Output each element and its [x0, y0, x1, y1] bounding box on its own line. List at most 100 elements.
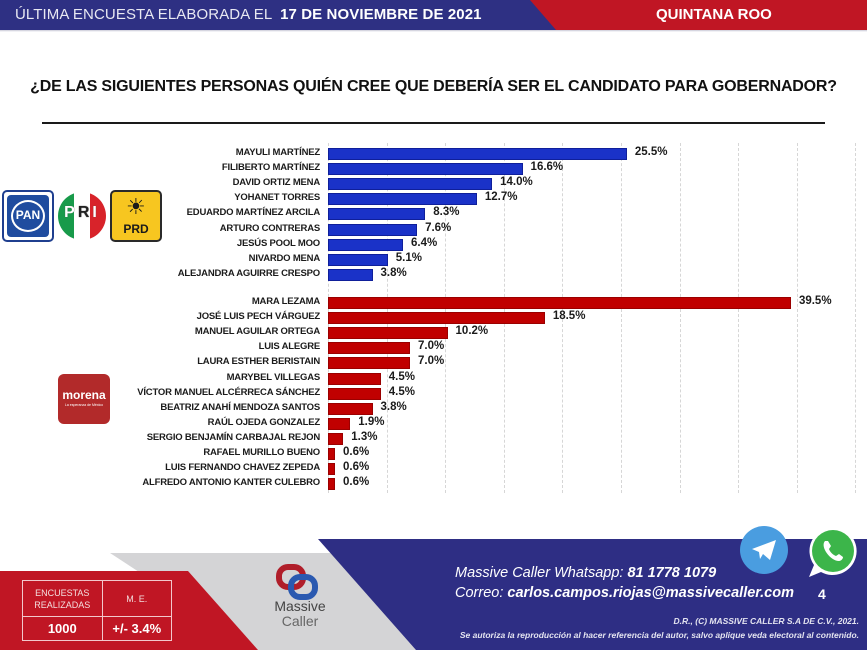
bar	[328, 238, 403, 251]
prd-logo-text: PRD	[123, 222, 149, 236]
bar	[328, 417, 351, 430]
email-contact: Correo: carlos.campos.riojas@massivecall…	[455, 585, 794, 601]
value-label: 8.3%	[433, 206, 460, 219]
alliance-logos: PAN PRI ☀ PRD	[2, 190, 164, 242]
value-label: 0.6%	[343, 446, 370, 458]
prd-logo: ☀ PRD	[110, 190, 162, 242]
value-label: 7.0%	[418, 340, 445, 353]
bar	[328, 268, 373, 281]
grid-line	[738, 143, 740, 493]
candidate-label: MARYBEL VILLEGAS	[226, 371, 321, 383]
massive-caller-logo: Massive Caller	[268, 560, 332, 650]
candidate-label: RAFAEL MURILLO BUENO	[203, 447, 320, 458]
bar	[328, 223, 418, 236]
morena-logo-tagline: La esperanza de México	[64, 403, 104, 407]
survey-date-prefix: ÚLTIMA ENCUESTA ELABORADA EL	[15, 6, 272, 23]
morena-logo: morena La esperanza de México	[58, 374, 110, 424]
candidate-label: BEATRIZ ANAHÍ MENDOZA SANTOS	[160, 401, 320, 413]
candidate-label: JESÚS POOL MOO	[236, 237, 320, 249]
candidate-bar-chart: MAYULI MARTÍNEZ 25.5% FILIBERTO MARTÍNEZ 16…	[137, 143, 857, 493]
candidate-label: EDUARDO MARTÍNEZ ARCILA	[186, 207, 321, 219]
margin-error-value: +/- 3.4%	[101, 616, 173, 641]
bar	[328, 148, 627, 160]
candidate-label: JOSÉ LUIS PECH VÁRGUEZ	[196, 311, 321, 323]
candidate-label: YOHANET TORRES	[234, 192, 320, 204]
candidate-label: RAÚL OJEDA GONZALEZ	[207, 416, 321, 428]
candidate-label: LAURA ESTHER BERISTAIN	[197, 356, 320, 368]
candidate-label: FILIBERTO MARTÍNEZ	[221, 162, 320, 174]
survey-stats-table: ENCUESTAS REALIZADAS M. E. 1000 +/- 3.4%	[22, 580, 173, 641]
value-label: 5.1%	[395, 251, 422, 264]
candidate-label: ALFREDO ANTONIO KANTER CULEBRO	[142, 477, 320, 489]
bar	[328, 312, 545, 325]
bar	[328, 342, 411, 355]
whatsapp-icon[interactable]	[805, 524, 861, 580]
bar	[328, 193, 477, 206]
candidate-label: MARA LEZAMA	[251, 296, 320, 307]
legal-notice: Se autoriza la reproducción al hacer ref…	[459, 630, 859, 640]
margin-error-header: M. E.	[101, 580, 173, 617]
page-number: 4	[818, 586, 826, 602]
value-label: 6.4%	[411, 236, 438, 249]
bar	[328, 478, 336, 491]
bar	[328, 387, 381, 400]
candidate-label: SERGIO BENJAMÍN CARBAJAL REJON	[146, 431, 320, 443]
grid-line	[796, 143, 798, 493]
candidate-label: MAYULI MARTÍNEZ	[235, 147, 320, 158]
bar	[328, 297, 791, 309]
value-label: 14.0%	[500, 176, 533, 189]
value-label: 1.3%	[351, 430, 378, 443]
pan-logo: PAN	[2, 190, 54, 242]
survey-date-heading: ÚLTIMA ENCUESTA ELABORADA EL 17 DE NOVIE…	[15, 6, 482, 23]
header-banner: ÚLTIMA ENCUESTA ELABORADA EL 17 DE NOVIE…	[0, 0, 867, 30]
pan-logo-text: PAN	[15, 208, 41, 222]
bar	[328, 208, 426, 221]
whatsapp-contact: Massive Caller Whatsapp: 81 1778 1079	[455, 565, 717, 581]
candidate-label: ARTURO CONTRERAS	[219, 222, 320, 234]
grid-line	[562, 143, 564, 493]
bar	[328, 402, 373, 415]
candidate-label: ALEJANDRA AGUIRRE CRESPO	[177, 267, 320, 279]
value-label: 4.5%	[388, 385, 415, 398]
telegram-icon[interactable]	[740, 526, 788, 574]
bar	[328, 327, 448, 340]
question-title: ¿DE LAS SIGUIENTES PERSONAS QUIÉN CREE Q…	[30, 78, 837, 95]
pri-logo-text: PRI	[64, 204, 100, 221]
candidate-label: MANUEL AGUILAR ORTEGA	[194, 326, 320, 338]
header-shadow	[0, 30, 867, 32]
candidate-label: DAVID ORTIZ MENA	[232, 177, 321, 189]
bar	[328, 372, 381, 385]
candidate-label: LUIS FERNANDO CHAVEZ ZEPEDA	[165, 462, 320, 474]
footer: ENCUESTAS REALIZADAS M. E. 1000 +/- 3.4% …	[0, 520, 867, 650]
candidate-label: LUIS ALEGRE	[258, 341, 321, 353]
title-divider	[42, 122, 825, 124]
candidate-label: VÍCTOR MANUEL ALCÉRRECA SÁNCHEZ	[137, 386, 320, 398]
value-label: 16.6%	[530, 161, 564, 174]
candidate-label: NIVARDO MENA	[248, 252, 321, 264]
value-label: 7.6%	[425, 221, 452, 234]
grid-line	[679, 143, 681, 493]
surveys-header: ENCUESTAS REALIZADAS	[22, 580, 103, 617]
value-label: 39.5%	[798, 295, 832, 307]
value-label: 10.2%	[455, 325, 489, 338]
value-label: 3.8%	[380, 266, 407, 279]
grid-line	[855, 143, 857, 493]
value-label: 0.6%	[343, 461, 370, 474]
value-label: 1.9%	[358, 415, 385, 428]
bar	[328, 432, 344, 445]
brand-name-line2: Caller	[281, 613, 319, 629]
sun-icon: ☀	[126, 194, 146, 219]
bar	[328, 448, 336, 460]
grid-line	[621, 143, 622, 493]
email-link[interactable]: carlos.campos.riojas@massivecaller.com	[507, 585, 794, 601]
value-label: 25.5%	[634, 146, 668, 158]
value-label: 18.5%	[552, 310, 586, 323]
bar	[328, 357, 411, 370]
chat-bubble-icon-secondary	[288, 574, 318, 600]
value-label: 3.8%	[380, 400, 407, 413]
bar	[328, 178, 493, 191]
value-label: 12.7%	[484, 191, 518, 204]
bar	[328, 463, 336, 476]
whatsapp-number[interactable]: 81 1778 1079	[627, 565, 717, 581]
value-label: 4.5%	[388, 370, 415, 383]
